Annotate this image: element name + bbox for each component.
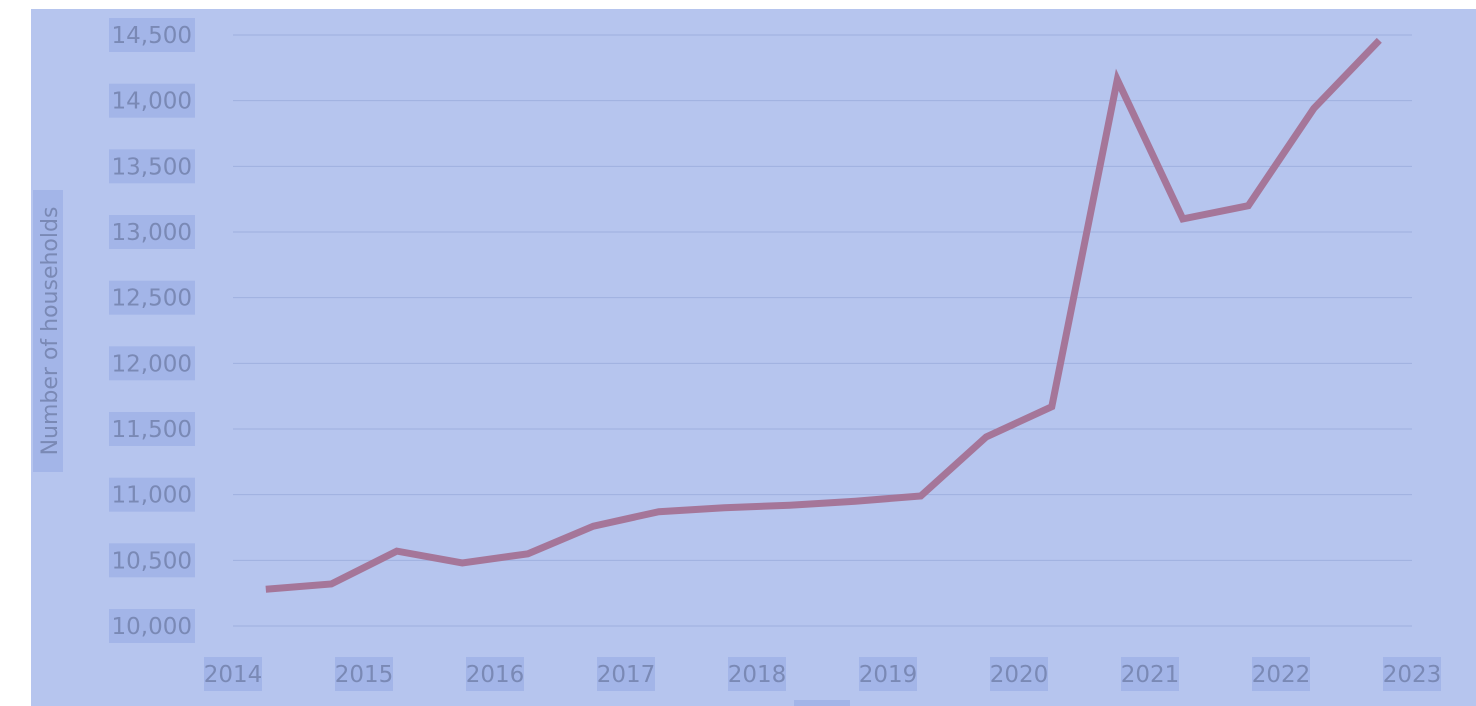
x-tick-label-group: 2016 [466,657,525,691]
x-tick-label: 2015 [335,662,394,688]
x-tick-label-group: 2021 [1121,657,1180,691]
y-tick-label-bg [109,477,195,512]
x-tick-label-group: 2017 [597,657,656,691]
x-axis-ticks: 2014 2015 2016 2017 2018 2019 2020 2021 2022 2023 [204,657,1442,691]
x-tick-label-bg [335,657,393,691]
y-tick-label: 10,500 [112,548,192,574]
x-tick-label-bg [466,657,524,691]
x-tick-label-bg [990,657,1048,691]
chart-panel: 10,000 10,500 11,000 11,500 12,000 12,500 13,0… [31,9,1476,706]
series-line [265,37,1382,593]
x-tick-label: 2014 [204,662,263,688]
y-tick-label-bg [109,346,195,381]
y-tick-label-group: 11,500 [109,412,195,446]
y-tick-label: 13,000 [112,220,192,246]
legend-placeholder [794,700,850,706]
y-tick-label: 14,500 [112,23,192,49]
y-tick-label: 12,000 [112,351,192,377]
x-tick-label-bg [859,657,917,691]
y-axis-label-group: Number of households [33,190,63,472]
x-tick-label-group: 2019 [859,657,918,691]
y-tick-label-bg [109,83,195,118]
y-tick-label: 11,000 [112,483,192,509]
y-tick-label-bg [109,412,195,446]
x-tick-label-bg [1252,657,1310,691]
x-tick-label-bg [597,657,655,691]
x-tick-label: 2016 [466,662,525,688]
x-tick-label: 2018 [728,662,787,688]
x-tick-label-bg [728,657,786,691]
y-tick-label-group: 14,000 [109,83,195,118]
y-axis-label-bg [33,190,63,472]
gridlines [233,34,1412,627]
x-tick-label: 2019 [859,662,918,688]
y-axis-ticks: 10,000 10,500 11,000 11,500 12,000 12,500 13,0… [109,18,195,643]
line-chart: 10,000 10,500 11,000 11,500 12,000 12,500 13,0… [33,18,1442,706]
x-tick-label-group: 2015 [335,657,394,691]
y-tick-label: 13,500 [112,154,192,180]
y-tick-label-group: 12,500 [109,280,195,315]
x-tick-label-group: 2014 [204,657,263,691]
y-tick-label-group: 10,000 [109,609,195,643]
x-tick-label-bg [204,657,262,691]
y-tick-label: 10,000 [112,614,192,640]
x-tick-label: 2022 [1252,662,1311,688]
y-tick-label: 11,500 [112,417,192,443]
x-tick-label: 2017 [597,662,656,688]
x-tick-label: 2020 [990,662,1049,688]
x-tick-label-bg [1121,657,1179,691]
x-tick-label: 2023 [1383,662,1442,688]
x-tick-label: 2021 [1121,662,1180,688]
y-tick-label-bg [109,215,195,249]
x-tick-label-group: 2022 [1252,657,1311,691]
y-tick-label-group: 10,500 [109,543,195,578]
x-tick-label-group: 2018 [728,657,787,691]
y-tick-label-group: 13,500 [109,149,195,184]
x-tick-label-group: 2020 [990,657,1049,691]
x-tick-label-group: 2023 [1383,657,1442,691]
y-tick-label-bg [109,543,195,578]
y-tick-label-group: 12,000 [109,346,195,381]
y-tick-label-group: 14,500 [109,18,195,52]
y-tick-label-group: 13,000 [109,215,195,249]
y-tick-label: 12,500 [112,286,192,312]
y-tick-label: 14,000 [112,89,192,115]
y-tick-label-bg [109,149,195,184]
series-layer [265,37,1382,593]
y-tick-label-bg [109,18,195,52]
y-tick-label-group: 11,000 [109,477,195,512]
y-axis-label: Number of households [38,207,63,456]
y-tick-label-bg [109,280,195,315]
x-tick-label-bg [1383,657,1441,691]
y-tick-label-bg [109,609,195,643]
